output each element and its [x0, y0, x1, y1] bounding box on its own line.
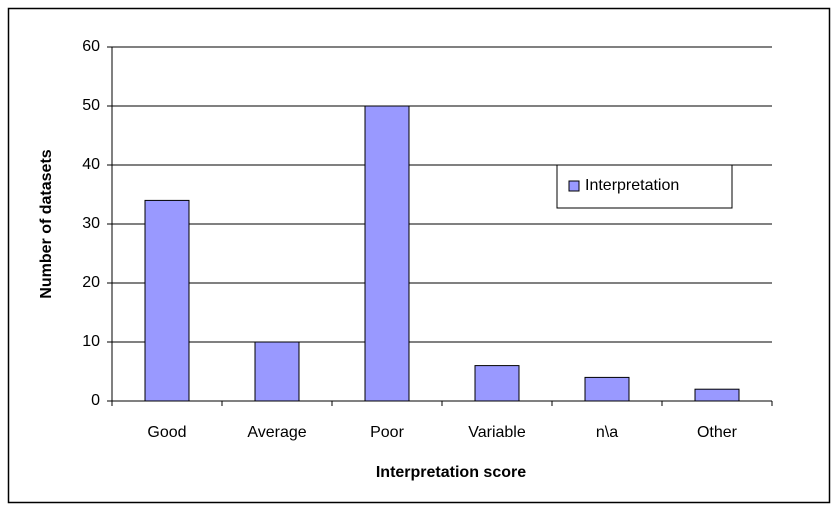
y-tick-label: 10	[82, 333, 100, 350]
bar	[254, 341, 300, 402]
y-tick-label: 20	[82, 274, 100, 291]
x-tick-label: Other	[697, 424, 738, 441]
legend-box	[556, 164, 733, 209]
x-tick-label: n\a	[596, 424, 618, 441]
bar	[364, 105, 410, 402]
legend-label: Interpretation	[585, 177, 679, 194]
x-tick-label: Good	[147, 424, 186, 441]
bar	[474, 365, 520, 402]
y-tick-label: 0	[91, 392, 100, 409]
x-tick-label: Average	[247, 424, 306, 441]
y-tick-label: 30	[82, 215, 100, 232]
x-tick-label: Variable	[468, 424, 526, 441]
x-axis-label: Interpretation score	[376, 464, 526, 481]
x-tick-label: Poor	[370, 424, 404, 441]
legend-swatch	[568, 180, 580, 192]
y-tick-label: 50	[82, 97, 100, 114]
bar	[144, 199, 190, 402]
y-axis-label: Number of datasets	[38, 149, 55, 298]
bar	[584, 376, 630, 402]
y-tick-label: 40	[82, 156, 100, 173]
y-tick-label: 60	[82, 38, 100, 55]
bar	[694, 388, 740, 402]
